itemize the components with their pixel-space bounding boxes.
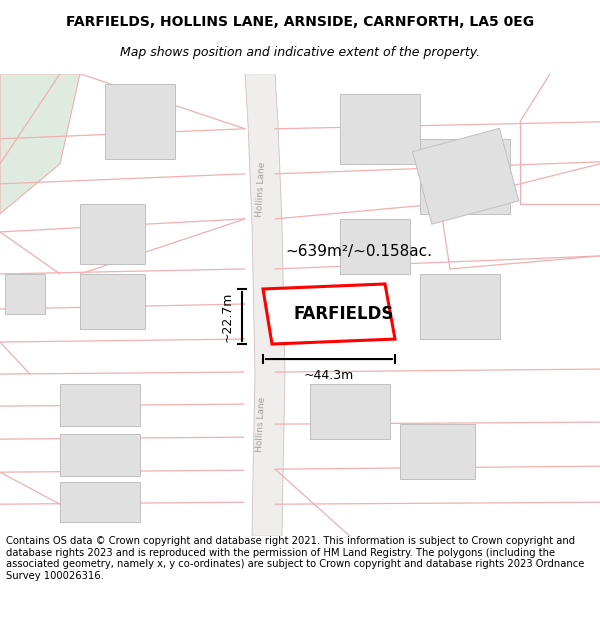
Bar [400,424,475,479]
Text: Hollins Lane: Hollins Lane [255,161,267,217]
Bar [60,384,140,426]
Bar [412,128,519,224]
Text: FARFIELDS: FARFIELDS [293,305,394,323]
Text: ~22.7m: ~22.7m [221,291,234,342]
Bar [310,384,390,439]
Bar [60,434,140,476]
Bar [420,274,500,339]
Polygon shape [0,74,80,214]
Bar [5,274,45,314]
Text: ~639m²/~0.158ac.: ~639m²/~0.158ac. [285,244,432,259]
Bar [340,94,420,164]
Polygon shape [245,74,285,536]
Text: ~44.3m: ~44.3m [304,369,354,382]
Text: FARFIELDS, HOLLINS LANE, ARNSIDE, CARNFORTH, LA5 0EG: FARFIELDS, HOLLINS LANE, ARNSIDE, CARNFO… [66,15,534,29]
Bar [80,204,145,264]
Text: Hollins Lane: Hollins Lane [255,396,267,452]
Bar [80,274,145,329]
Polygon shape [263,284,395,344]
Text: Contains OS data © Crown copyright and database right 2021. This information is : Contains OS data © Crown copyright and d… [6,536,584,581]
Bar [420,139,510,214]
Text: Map shows position and indicative extent of the property.: Map shows position and indicative extent… [120,46,480,59]
Bar [105,84,175,159]
Bar [340,219,410,274]
Bar [60,482,140,522]
